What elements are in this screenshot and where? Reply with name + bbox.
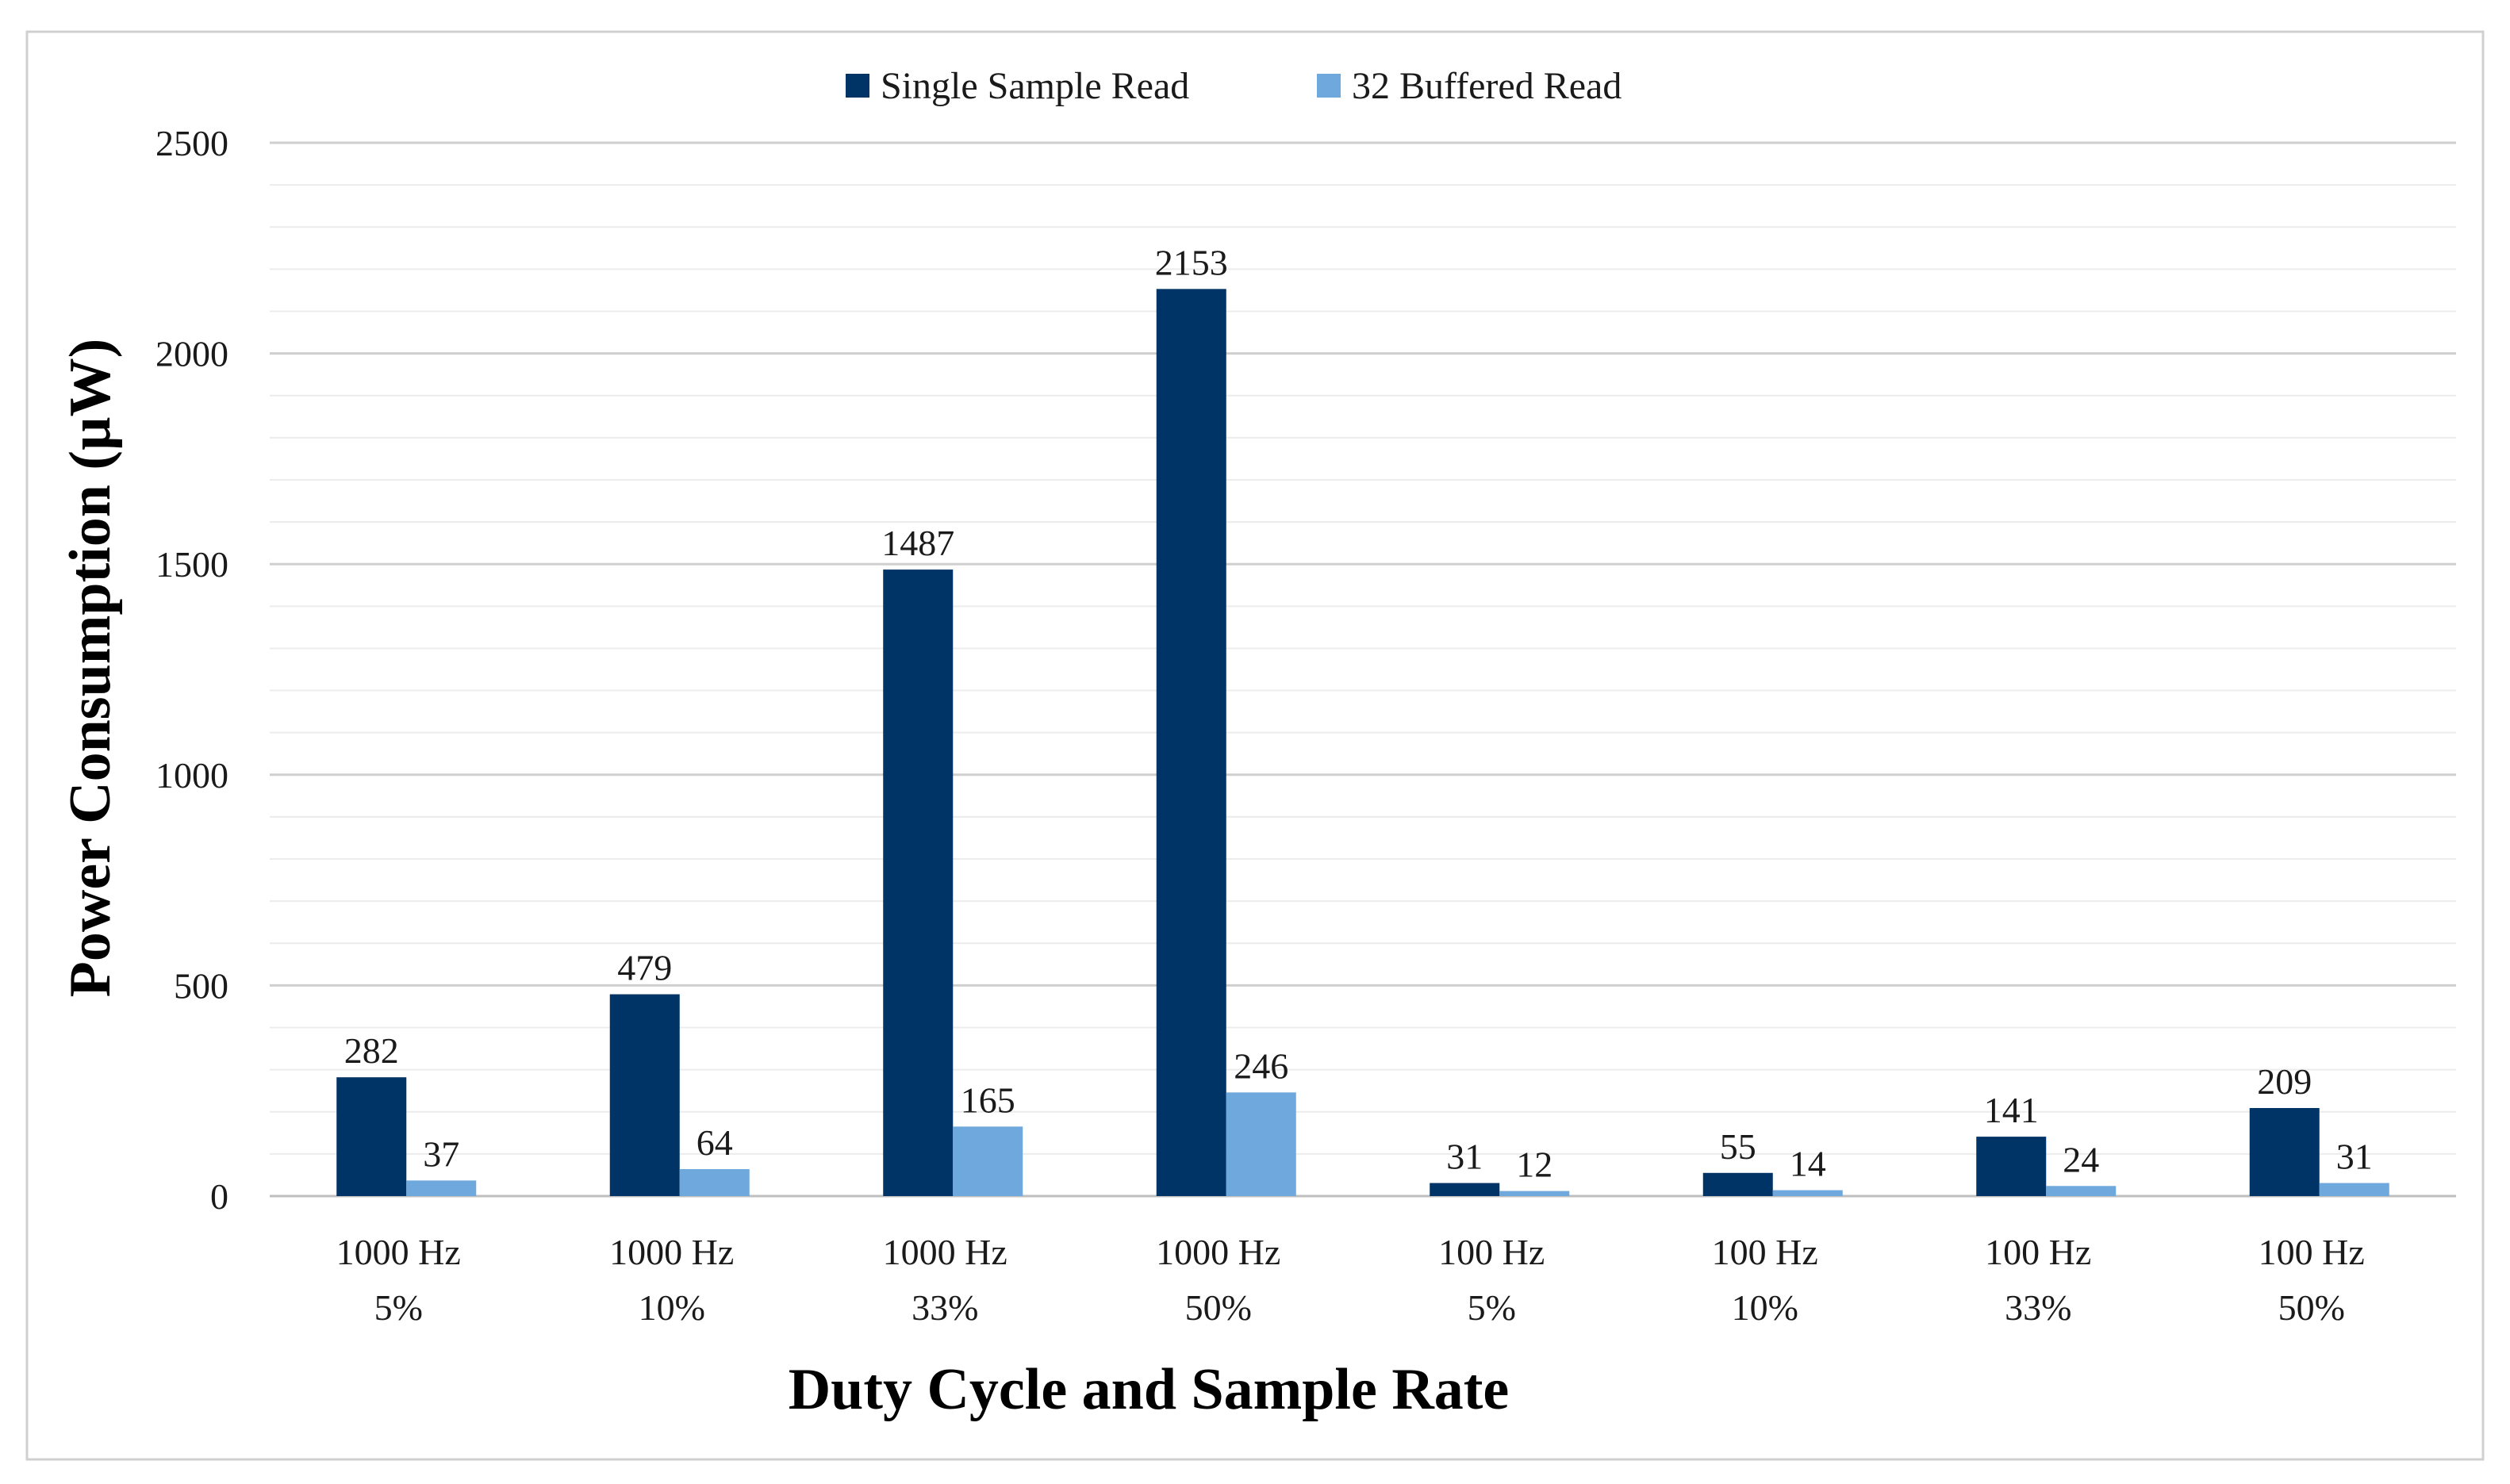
- x-tick-label: 33%: [912, 1287, 978, 1328]
- bar-32-buffered-read: [679, 1169, 750, 1196]
- bar-32-buffered-read: [953, 1126, 1023, 1196]
- bar-single-sample-read: [1976, 1137, 2047, 1196]
- x-axis-ticks: 1000 Hz 5% 1000 Hz 10% 1000 Hz 33% 1000 Hz 50% 1…: [336, 1232, 2365, 1328]
- data-labels: 282 479 1487 2153 31 55 141 209 37 64 165 246 12 14 24…: [344, 242, 2373, 1184]
- data-label: 2153: [1155, 242, 1228, 282]
- x-tick-label: 5%: [374, 1287, 423, 1328]
- x-axis-title: Duty Cycle and Sample Rate: [789, 1357, 1510, 1422]
- bar-32-buffered-read: [2319, 1183, 2389, 1196]
- x-tick-label: 1000 Hz: [1156, 1232, 1280, 1272]
- bar-32-buffered-read: [2046, 1186, 2117, 1196]
- x-tick-label: 100 Hz: [2259, 1232, 2365, 1272]
- bar-single-sample-read: [336, 1077, 407, 1196]
- x-tick-label: 5%: [1468, 1287, 1516, 1328]
- x-tick-label: 1000 Hz: [336, 1232, 461, 1272]
- bar-32-buffered-read: [1772, 1190, 1843, 1196]
- data-label: 31: [1446, 1137, 1483, 1177]
- x-tick-label: 50%: [1185, 1287, 1252, 1328]
- data-label: 64: [697, 1122, 733, 1163]
- y-tick-label: 0: [210, 1176, 228, 1217]
- x-tick-label: 100 Hz: [1985, 1232, 2091, 1272]
- legend-swatch: [1317, 74, 1341, 98]
- y-axis-ticks: 0 500 1000 1500 2000 2500: [155, 123, 228, 1217]
- y-tick-label: 2500: [155, 123, 228, 163]
- x-tick-label: 50%: [2278, 1287, 2345, 1328]
- bar-32-buffered-read: [1499, 1191, 1570, 1196]
- x-tick-label: 100 Hz: [1712, 1232, 1818, 1272]
- y-tick-label: 1000: [155, 755, 228, 796]
- y-tick-label: 1500: [155, 544, 228, 585]
- y-tick-label: 2000: [155, 334, 228, 374]
- data-label: 141: [1984, 1090, 2039, 1130]
- bar-single-sample-read: [2249, 1107, 2320, 1196]
- x-tick-label: 1000 Hz: [883, 1232, 1007, 1272]
- data-label: 55: [1720, 1126, 1756, 1167]
- legend-label: 32 Buffered Read: [1352, 65, 1622, 107]
- data-label: 37: [423, 1133, 459, 1174]
- data-label: 24: [2063, 1139, 2099, 1179]
- data-label: 246: [1234, 1045, 1288, 1086]
- data-label: 165: [961, 1079, 1015, 1120]
- legend: Single Sample Read 32 Buffered Read: [846, 65, 1622, 107]
- bar-single-sample-read: [609, 994, 680, 1196]
- y-tick-label: 500: [174, 965, 228, 1006]
- data-label: 12: [1516, 1145, 1552, 1185]
- bar-single-sample-read: [1156, 289, 1226, 1196]
- bars: [336, 289, 2389, 1196]
- x-tick-label: 33%: [2005, 1287, 2071, 1328]
- data-label: 14: [1790, 1144, 1826, 1184]
- bar-32-buffered-read: [406, 1180, 477, 1196]
- x-tick-label: 10%: [1732, 1287, 1798, 1328]
- legend-label: Single Sample Read: [881, 65, 1189, 107]
- data-label: 479: [617, 948, 672, 988]
- data-label: 1487: [881, 523, 954, 563]
- bar-32-buffered-read: [1226, 1092, 1296, 1196]
- bar-single-sample-read: [1702, 1172, 1773, 1196]
- x-tick-label: 10%: [639, 1287, 705, 1328]
- x-tick-label: 100 Hz: [1438, 1232, 1545, 1272]
- x-tick-label: 1000 Hz: [609, 1232, 734, 1272]
- legend-swatch: [846, 74, 869, 98]
- y-axis-title: Power Consumption (µW): [58, 339, 123, 998]
- data-label: 209: [2257, 1061, 2312, 1102]
- bar-single-sample-read: [883, 569, 954, 1196]
- data-label: 282: [344, 1030, 399, 1071]
- bar-single-sample-read: [1430, 1183, 1500, 1196]
- data-label: 31: [2336, 1137, 2373, 1177]
